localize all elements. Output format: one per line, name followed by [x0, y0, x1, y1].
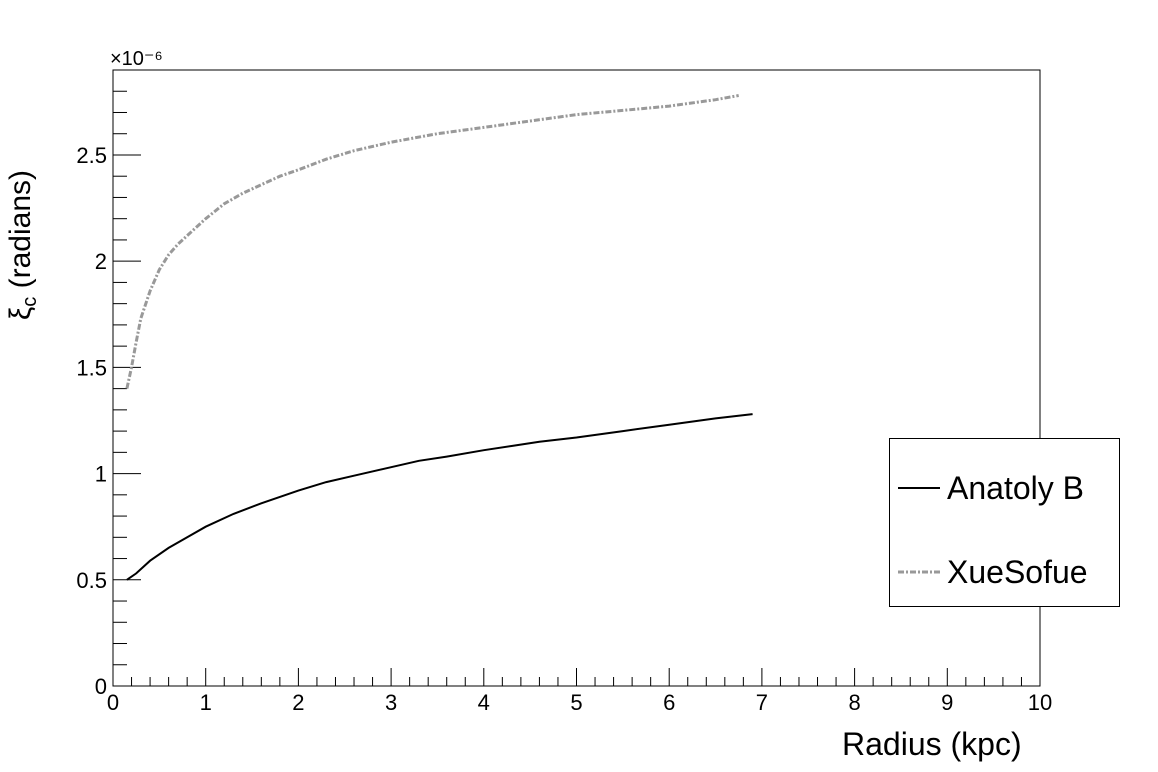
y-axis-label: (radians) — [4, 170, 37, 289]
series-line-anatoly-b — [126, 413, 753, 581]
legend-label: Anatoly B — [947, 470, 1084, 506]
x-axis: 0 1 2 3 4 5 6 7 8 9 10 — [107, 668, 1052, 715]
x-tick-label: 5 — [570, 690, 582, 715]
y-tick-label: 0 — [95, 674, 107, 699]
x-tick-label: 1 — [200, 690, 212, 715]
series-line-xuesofue — [125, 94, 739, 389]
x-axis-title: Radius (kpc) — [842, 726, 1022, 762]
y-axis: 0 0.5 1 1.5 2 2.5 — [76, 69, 141, 699]
y-axis-symbol: ξc — [4, 296, 41, 321]
legend-entry: Anatoly B — [890, 468, 1119, 508]
legend-swatch — [898, 570, 940, 574]
y-tick-label: 1.5 — [76, 355, 107, 380]
x-tick-label: 6 — [663, 690, 675, 715]
x-tick-label: 10 — [1028, 690, 1052, 715]
y-axis-title: ξc (radians) — [4, 170, 42, 320]
x-tick-label: 2 — [292, 690, 304, 715]
x-tick-label: 4 — [478, 690, 490, 715]
y-axis-multiplier: ×10⁻⁶ — [110, 48, 163, 70]
legend-label: XueSofue — [947, 554, 1088, 590]
y-tick-label: 2.5 — [76, 143, 107, 168]
x-tick-label: 3 — [385, 690, 397, 715]
legend-entry: XueSofue — [890, 552, 1119, 592]
x-tick-label: 7 — [756, 690, 768, 715]
legend: Anatoly B XueSofue — [889, 438, 1120, 607]
legend-swatch — [898, 487, 940, 489]
series-layer — [125, 94, 753, 581]
y-tick-label: 1 — [95, 462, 107, 487]
y-tick-label: 0.5 — [76, 568, 107, 593]
x-tick-label: 8 — [848, 690, 860, 715]
x-tick-label: 0 — [107, 690, 119, 715]
y-tick-label: 2 — [95, 249, 107, 274]
x-tick-label: 9 — [941, 690, 953, 715]
